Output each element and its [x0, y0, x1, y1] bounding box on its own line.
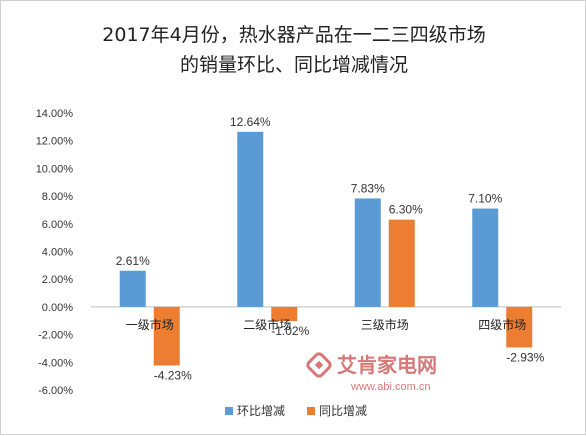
bars [119, 131, 533, 366]
watermark-text: 艾肯家电网 [337, 353, 437, 377]
y-tick-label: 6.00% [42, 219, 73, 231]
legend-swatch-1 [307, 407, 315, 415]
legend-label-1: 同比增减 [319, 404, 367, 418]
bar-yoy-2 [388, 219, 415, 307]
bar-yoy-3 [506, 306, 533, 348]
y-axis: 14.00% 12.00% 10.00% 8.00% 6.00% 4.00% 2.00% 0.… [36, 108, 561, 397]
y-tick-label: -2.00% [38, 330, 73, 342]
category-label: 四级市场 [478, 317, 526, 332]
category-labels: 一级市场 二级市场 三级市场 四级市场 [126, 317, 527, 332]
y-tick-label: 8.00% [42, 191, 73, 203]
legend: 环比增减 同比增减 [225, 404, 367, 418]
chart-title: 2017年4月份，热水器产品在一二三四级市场 的销量环比、同比增减情况 [102, 24, 485, 76]
bar-mom-1 [237, 131, 264, 307]
data-label-mom-3: 7.10% [468, 192, 502, 206]
data-label-mom-1: 12.64% [230, 115, 271, 129]
watermark-url: www.abi.com.cn [350, 381, 430, 393]
y-tick-label: -6.00% [38, 385, 73, 397]
data-label-mom-0: 2.61% [116, 254, 150, 268]
bar-yoy-0 [153, 306, 180, 366]
y-tick-label: 10.00% [36, 163, 74, 175]
y-tick-label: 4.00% [42, 247, 73, 259]
data-label-yoy-3: -2.93% [506, 350, 544, 364]
y-tick-label: 2.00% [42, 274, 73, 286]
y-tick-label: 14.00% [36, 108, 74, 120]
legend-swatch-0 [225, 407, 233, 415]
watermark: 艾肯家电网 www.abi.com.cn [306, 352, 437, 393]
abi-logo-icon [306, 352, 332, 378]
y-tick-label: -4.00% [38, 357, 73, 369]
bar-yoy-1 [271, 306, 298, 322]
bar-mom-2 [354, 198, 381, 307]
y-tick-label: 0.00% [42, 302, 73, 314]
data-label-mom-2: 7.83% [351, 181, 385, 195]
data-labels: 2.61% -4.23% 12.64% -1.02% 7.83% 6.30% 7.10% -2… [116, 115, 545, 383]
category-label: 二级市场 [243, 317, 291, 332]
y-tick-label: 12.00% [36, 136, 74, 148]
legend-label-0: 环比增减 [237, 404, 285, 418]
chart-title-line-1: 2017年4月份，热水器产品在一二三四级市场 [102, 24, 485, 46]
category-label: 一级市场 [126, 317, 174, 332]
data-label-yoy-1: -1.02% [271, 324, 309, 338]
bar-mom-3 [472, 208, 499, 307]
data-label-yoy-0: -4.23% [154, 368, 192, 382]
category-label: 三级市场 [361, 317, 409, 332]
bar-mom-0 [119, 270, 146, 307]
chart-title-line-2: 的销量环比、同比增减情况 [180, 54, 408, 76]
data-label-yoy-2: 6.30% [389, 203, 423, 217]
